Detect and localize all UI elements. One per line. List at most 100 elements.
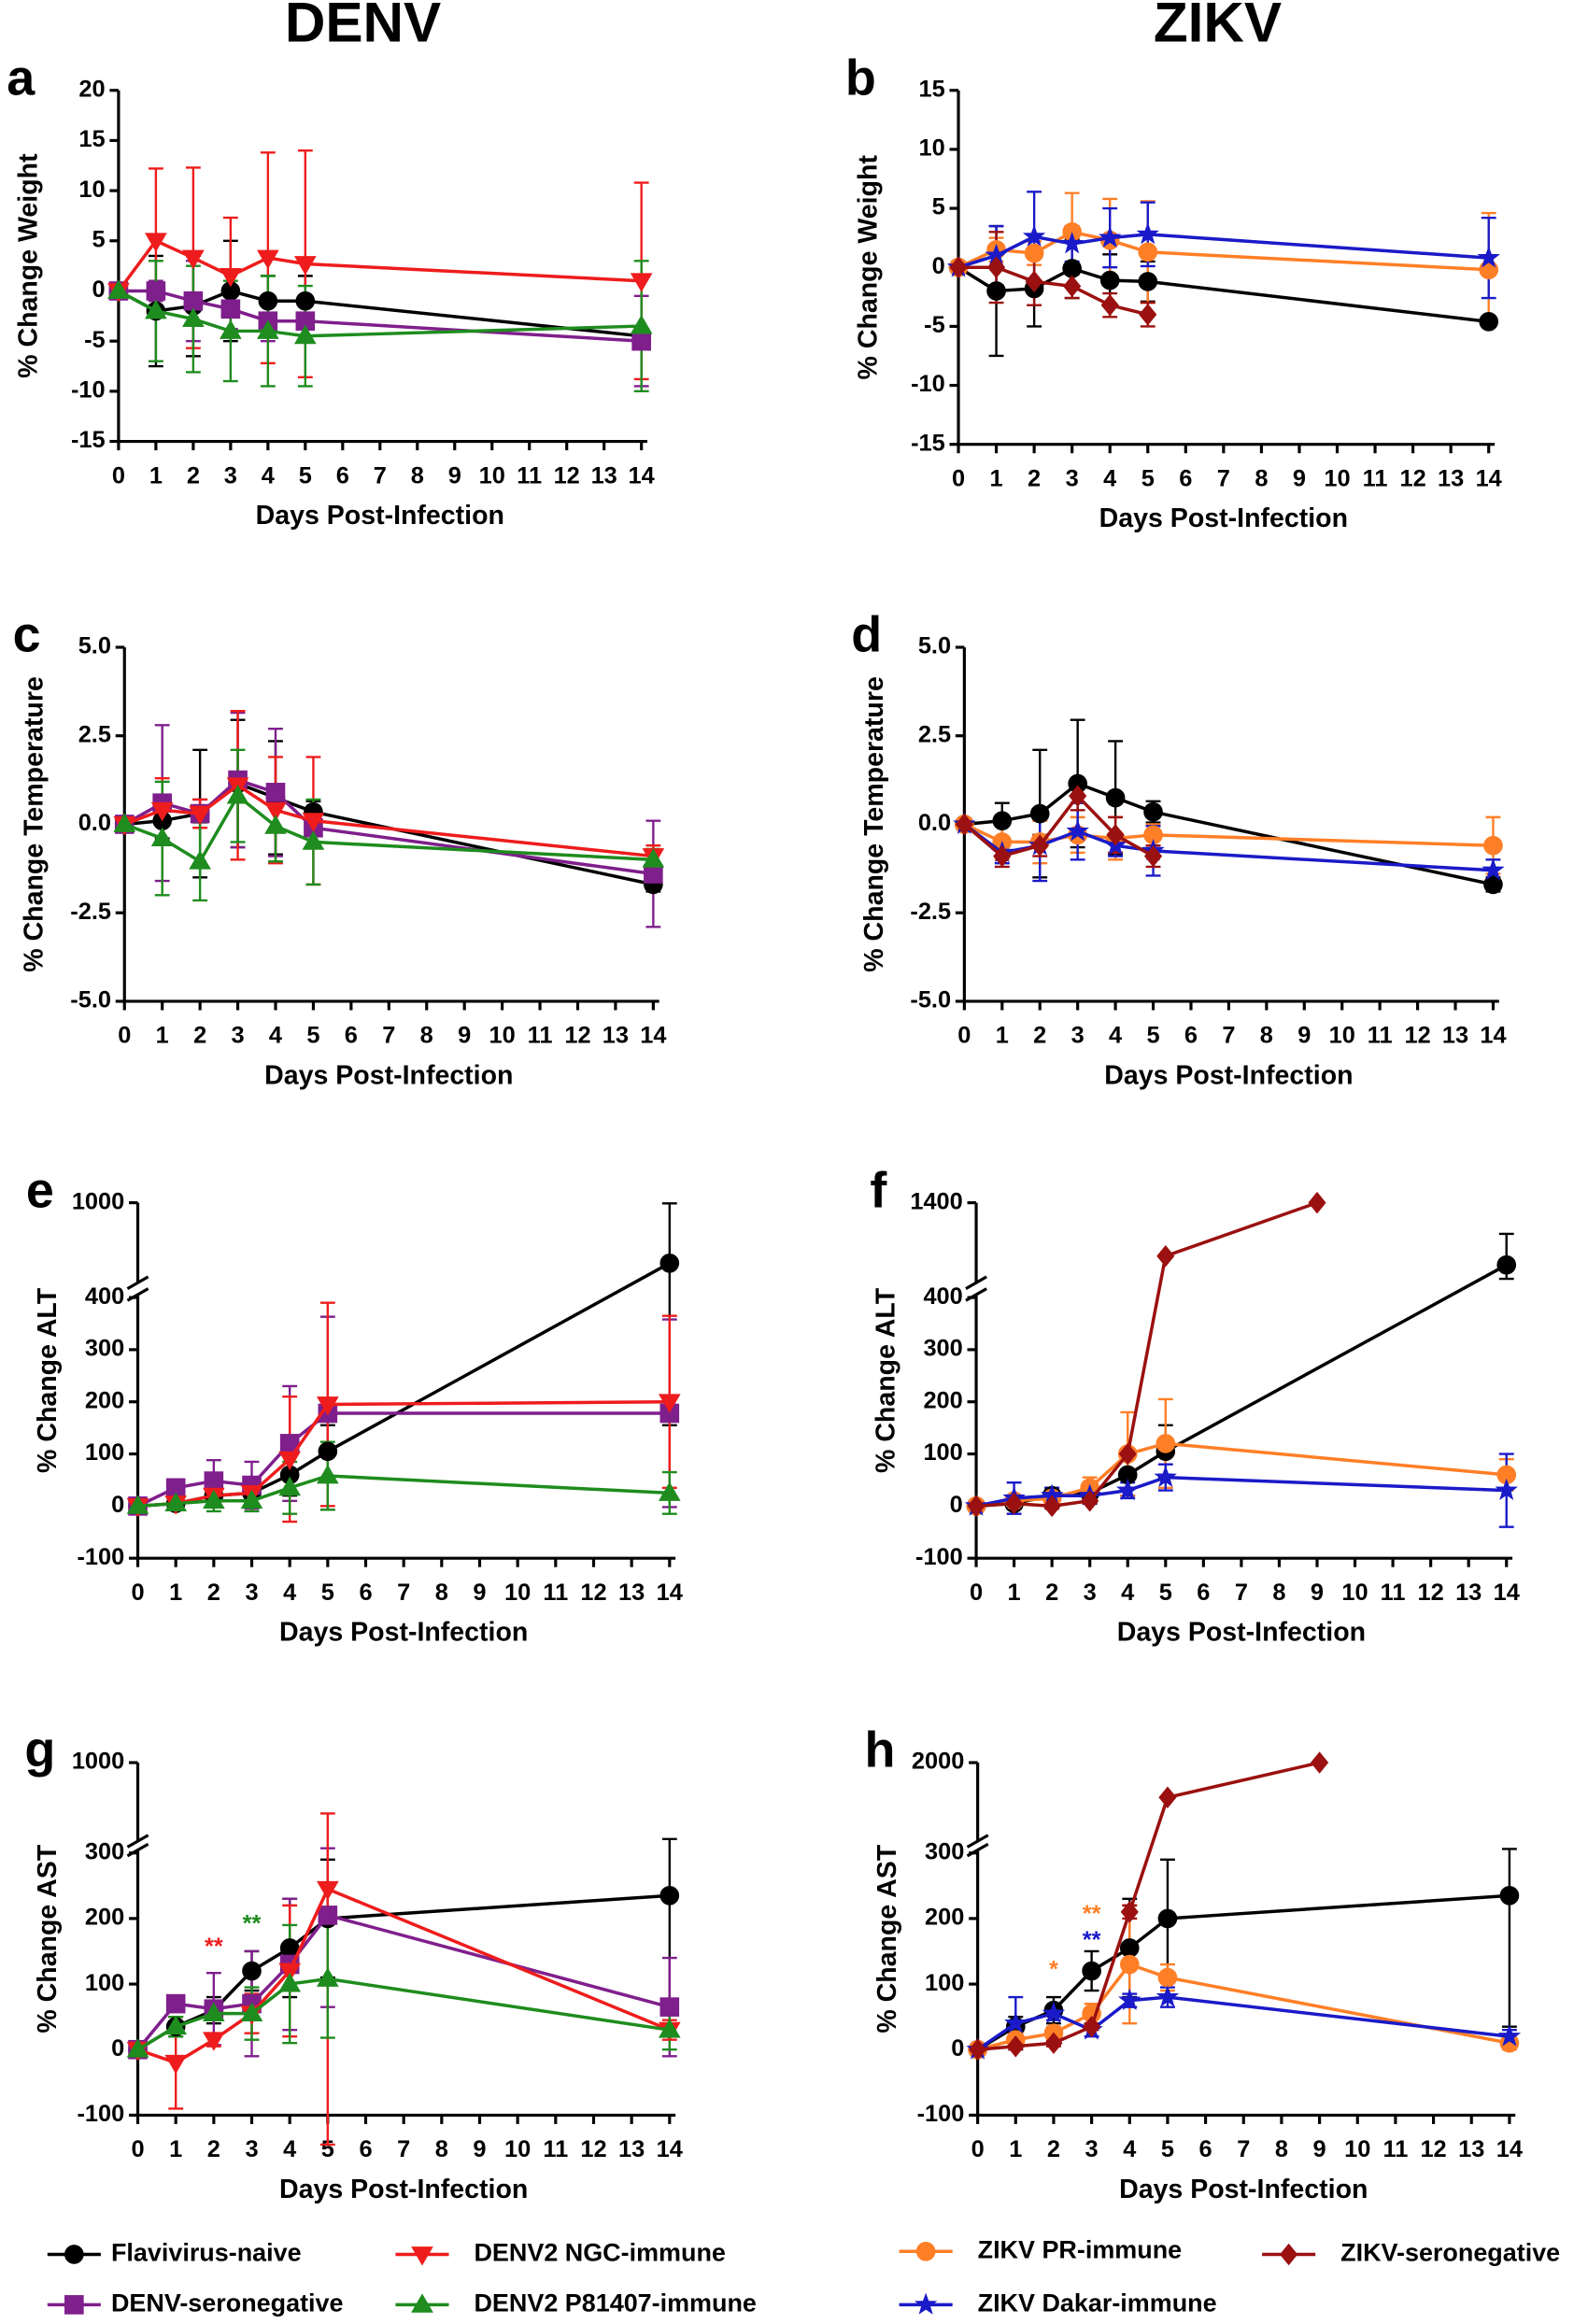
y-tick-label: -5.0 — [910, 987, 951, 1013]
x-tick-label: 13 — [591, 462, 617, 489]
marker — [1025, 270, 1043, 293]
marker — [644, 864, 663, 884]
y-tick-label: -5 — [84, 327, 106, 353]
x-axis-label: Days Post-Infection — [1119, 2175, 1368, 2204]
marker — [1105, 787, 1126, 808]
x-tick-label: 4 — [1109, 1023, 1122, 1049]
marker — [150, 827, 174, 847]
marker — [182, 307, 205, 327]
x-tick-label: 1 — [1008, 1580, 1021, 1606]
marker — [1157, 1967, 1178, 1988]
marker — [1483, 835, 1503, 856]
marker — [1482, 857, 1505, 881]
legend-label: DENV2 NGC-immune — [474, 2239, 725, 2267]
y-tick-label: 2.5 — [918, 721, 951, 747]
x-tick-label: 3 — [1085, 2136, 1099, 2162]
marker — [204, 1471, 224, 1491]
marker — [189, 805, 211, 826]
marker — [258, 290, 278, 311]
x-axis-label: Days Post-Infection — [1104, 1060, 1353, 1090]
marker — [1156, 1244, 1175, 1268]
x-tick-label: 3 — [1084, 1580, 1097, 1606]
legend-label: DENV-seronegative — [111, 2289, 344, 2317]
marker — [1083, 2015, 1101, 2038]
x-tick-label: 11 — [1363, 465, 1388, 491]
marker — [242, 1961, 262, 1981]
x-tick-label: 10 — [1324, 465, 1350, 491]
y-axis-label: % Change Temperature — [20, 676, 50, 972]
y-tick-label: 0 — [951, 2035, 964, 2062]
marker — [1156, 1985, 1180, 2007]
marker — [1311, 1751, 1329, 1774]
marker — [278, 1963, 302, 1983]
y-tick-label: 200 — [923, 1387, 962, 1413]
y-axis-label: % Change ALT — [871, 1287, 900, 1473]
marker — [240, 1489, 263, 1509]
x-tick-label: 8 — [411, 462, 424, 489]
y-tick-label: 5 — [932, 194, 945, 220]
marker — [183, 290, 204, 311]
x-tick-label: 6 — [1184, 1023, 1198, 1049]
y-tick-label: 2.5 — [78, 721, 111, 747]
legend-marker — [411, 2293, 433, 2313]
x-tick-label: 9 — [1293, 465, 1306, 491]
marker — [1138, 242, 1158, 262]
marker — [318, 1441, 338, 1462]
marker — [1139, 304, 1157, 326]
legend-marker — [64, 2295, 84, 2315]
marker — [1004, 2011, 1028, 2034]
y-tick-label: 0 — [932, 253, 945, 279]
marker — [1497, 2024, 1522, 2047]
marker — [955, 813, 973, 836]
marker — [1308, 1191, 1326, 1214]
y-tick-label: -5 — [924, 312, 945, 338]
y-tick-label: 15 — [919, 76, 945, 102]
x-tick-label: 9 — [473, 1580, 486, 1606]
marker — [1024, 243, 1044, 263]
panel-label: d — [851, 607, 882, 663]
marker — [631, 331, 651, 351]
y-tick-label: 0 — [950, 1492, 963, 1518]
marker — [1029, 803, 1050, 824]
x-tick-label: 13 — [1455, 1580, 1482, 1606]
x-tick-label: 5 — [306, 1023, 319, 1049]
marker — [1060, 232, 1084, 254]
x-tick-label: 14 — [1480, 1023, 1506, 1049]
x-tick-label: 1 — [996, 1023, 1009, 1049]
x-tick-label: 6 — [359, 2136, 372, 2162]
x-tick-label: 0 — [131, 1580, 144, 1606]
marker — [293, 324, 317, 345]
annotation: ** — [243, 1911, 262, 1937]
x-tick-label: 5 — [1159, 1580, 1172, 1606]
x-tick-label: 1 — [1009, 2136, 1022, 2162]
marker — [659, 1253, 680, 1273]
y-tick-label: 200 — [85, 1905, 124, 1931]
marker — [658, 1394, 681, 1413]
y-tick-label: 200 — [85, 1387, 124, 1413]
x-tick-label: 11 — [1383, 2136, 1409, 2162]
error-bar — [1501, 1848, 1517, 2028]
panel-label: f — [870, 1162, 887, 1218]
marker — [1062, 259, 1082, 278]
legend-label: ZIKV-seronegative — [1340, 2239, 1560, 2267]
marker — [1118, 1442, 1137, 1466]
marker — [265, 783, 286, 802]
x-tick-label: 7 — [374, 462, 387, 489]
x-tick-label: 1 — [169, 1580, 182, 1606]
legend-marker — [915, 2241, 936, 2261]
panel-label: h — [865, 1722, 896, 1778]
x-tick-label: 1 — [169, 2136, 182, 2162]
y-axis-label: % Change Temperature — [859, 676, 889, 972]
marker — [278, 1451, 302, 1471]
x-tick-label: 1 — [990, 465, 1003, 491]
y-tick-label: 100 — [85, 1970, 124, 1996]
x-tick-label: 2 — [207, 1580, 220, 1606]
x-tick-label: 8 — [1275, 2136, 1288, 2162]
legend-marker — [1280, 2243, 1298, 2266]
panel-label: b — [845, 50, 876, 106]
marker — [1143, 801, 1163, 822]
marker — [1119, 1938, 1140, 1958]
marker — [1106, 824, 1125, 846]
marker — [1120, 1901, 1139, 1923]
